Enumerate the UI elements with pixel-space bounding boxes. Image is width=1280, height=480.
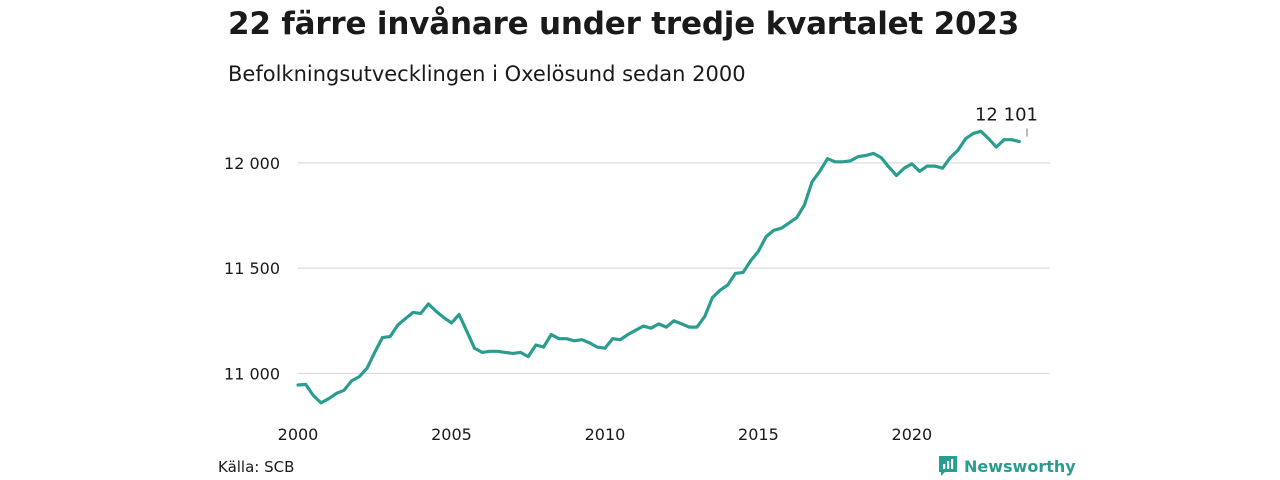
newsworthy-brand[interactable]: Newsworthy — [938, 455, 1076, 477]
chart-title: 22 färre invånare under tredje kvartalet… — [228, 6, 1020, 42]
source-note: Källa: SCB — [218, 458, 295, 476]
chart-subtitle: Befolkningsutvecklingen i Oxelösund seda… — [228, 62, 746, 86]
y-tick-label: 11 500 — [224, 259, 280, 278]
x-tick-label: 2020 — [892, 425, 933, 444]
annotation-label: 12 101 — [975, 105, 1038, 126]
x-tick-label: 2010 — [585, 425, 626, 444]
series-line — [296, 129, 1021, 405]
y-tick-label: 12 000 — [224, 154, 280, 173]
brand-name: Newsworthy — [964, 456, 1076, 476]
x-tick-label: 2000 — [278, 425, 319, 444]
y-tick-label: 11 000 — [224, 364, 280, 383]
x-tick-label: 2015 — [738, 425, 779, 444]
x-tick-label: 2005 — [431, 425, 472, 444]
newsworthy-logo-icon — [939, 456, 957, 476]
